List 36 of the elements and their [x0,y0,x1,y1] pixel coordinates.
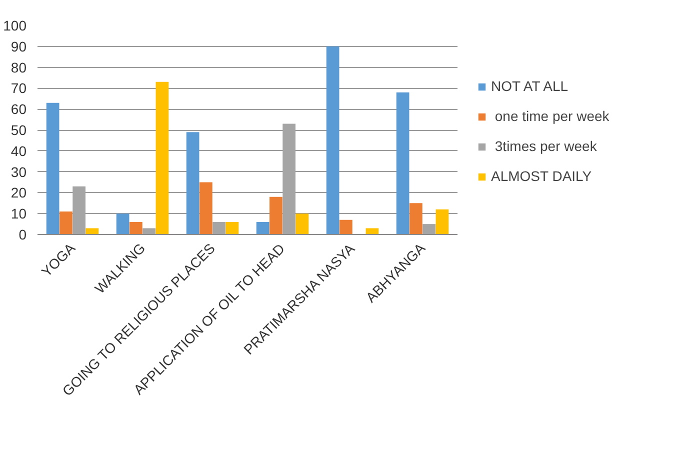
bar [212,222,226,234]
bar [296,214,309,234]
y-tick-label: 30 [10,164,27,180]
bar [326,46,340,234]
y-tick-label: 10 [10,206,27,222]
y-tick-label: 20 [10,184,27,201]
bar [200,182,212,234]
y-tick-label: 0 [18,226,27,242]
y-tick-label: 50 [10,122,27,138]
legend-label: NOT AT ALL [491,78,568,94]
bar [156,82,169,234]
y-tick-label: 80 [10,59,27,76]
y-tick-label: 70 [10,80,27,96]
bar [60,212,72,234]
bar [366,228,379,234]
bar [46,102,60,234]
bar [436,209,449,234]
bar [130,222,142,234]
bar [116,214,130,234]
bar [340,220,352,234]
legend-label: one time per week [494,108,610,124]
bar [142,228,156,234]
y-tick-label: 100 [3,18,27,34]
bar [396,92,410,234]
legend-label: 3times per week [494,138,597,154]
bar [270,196,282,234]
bar [256,222,270,234]
y-tick-label: 90 [10,38,27,54]
bar [86,228,99,234]
bar [422,224,436,234]
bar [186,132,200,234]
legend-label: ALMOST DAILY [491,168,592,184]
y-tick-label: 60 [10,101,27,118]
bar [410,203,422,234]
bar [226,222,239,234]
y-tick-label: 40 [10,142,27,159]
